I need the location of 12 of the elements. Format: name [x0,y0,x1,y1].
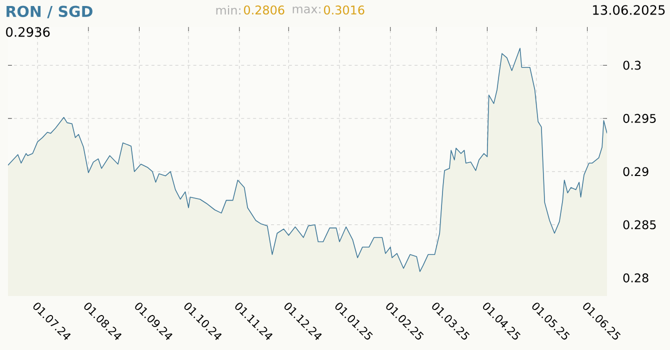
y-tick-label: 0.28 [623,273,648,282]
annotation: 0.2936 [6,27,50,37]
text: max: [292,6,320,14]
text: 0.2806 [244,5,284,15]
y-tick-label: 0.285 [623,220,656,230]
y-tick-label: 0.29 [623,167,648,176]
chart-title: RON / SGD [6,6,92,18]
text: 13.06.2025 [593,5,665,15]
y-tick-label: 0.3 [623,60,641,70]
y-tick-label: 0.295 [623,114,656,123]
text: min: [216,5,240,15]
text: 0.3016 [324,5,364,15]
